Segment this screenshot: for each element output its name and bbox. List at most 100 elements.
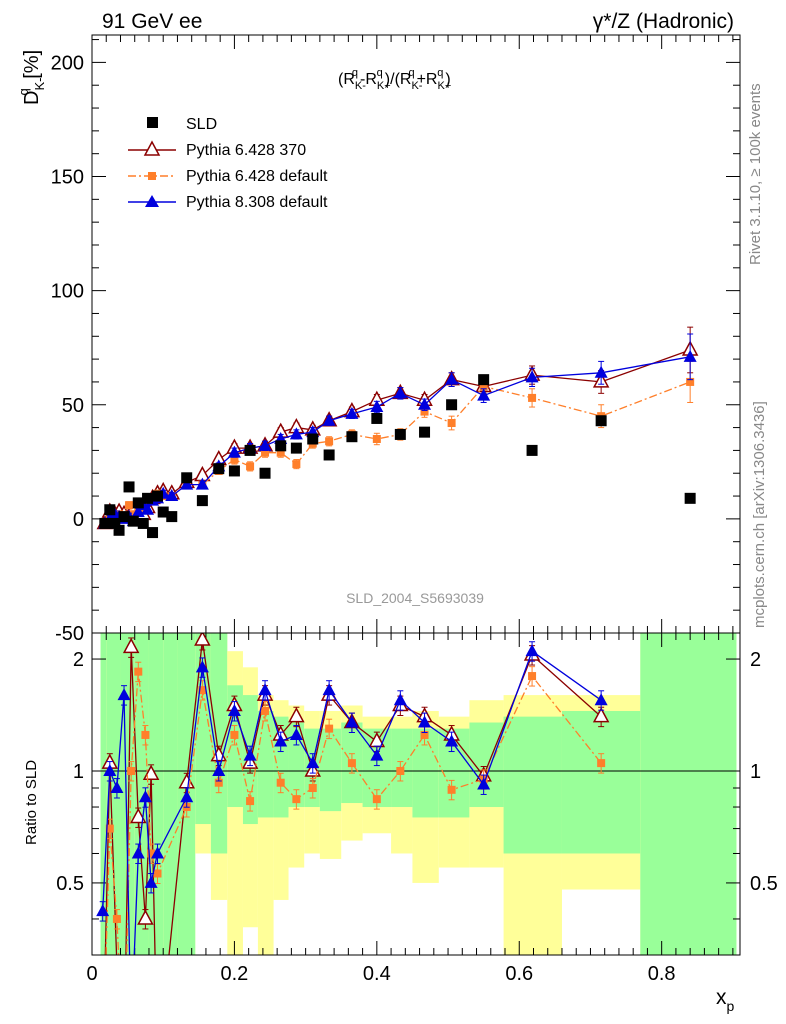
uncertainty-band-green (163, 633, 178, 955)
point-p6_def (686, 377, 695, 386)
point-p8_def (594, 365, 608, 378)
ratio-point-p8_def (103, 763, 117, 776)
point-data (104, 504, 116, 516)
uncertainty-band-green (561, 710, 641, 854)
point-data (478, 374, 490, 386)
formula-annotation: (RK-q -RK+q)/(RK-q +RK+q) (338, 67, 451, 92)
legend-marker-p6-370 (143, 140, 161, 156)
ratio-point-p8_def (274, 734, 288, 747)
point-p6_def (276, 448, 285, 457)
ratio-point-p8_def (151, 846, 165, 859)
point-data (127, 515, 139, 527)
point-p6_def (325, 437, 334, 446)
legend-marker-p6-def (148, 172, 156, 180)
point-data (371, 412, 383, 424)
point-p6_def (125, 501, 134, 510)
ratio-point-p6_def (597, 759, 606, 768)
uncertainty-band-green (134, 633, 149, 955)
ratio-point-p6_def (105, 824, 114, 833)
ratio-series-group (96, 633, 610, 955)
uncertainty-band-green (503, 716, 562, 854)
ratio-point-p6_def (147, 849, 156, 858)
ratio-y-tick-label-right: 0.5 (750, 873, 778, 895)
ratio-point-p6_def (372, 795, 381, 804)
uncertainty-band-green (288, 722, 305, 808)
ratio-point-p6_def (528, 672, 537, 681)
ratio-point-p6_def (141, 730, 150, 739)
point-data (157, 506, 169, 518)
legend-label-sld: SLD (186, 116, 217, 133)
point-data (446, 399, 458, 411)
point-data (526, 444, 538, 456)
main-series (96, 326, 699, 539)
y-tick-label: 50 (62, 395, 84, 417)
ratio-point-p8_def (306, 756, 320, 769)
ratio-axes: 0.5 0.5 1 1 2 2 0 0.2 0.4 0.6 0.8 (56, 633, 778, 985)
ratio-point-p6_370 (130, 807, 147, 824)
point-p8_def (525, 370, 539, 383)
point-p8_def (165, 489, 179, 502)
main-axes: -50 0 50 100 150 200 (51, 35, 740, 645)
uncertainty-band-green (100, 633, 107, 955)
point-data (213, 463, 225, 475)
ratio-point-p6_def (230, 730, 239, 739)
ratio-point-p6_370 (137, 909, 154, 925)
ratio-point-p8_def (258, 683, 272, 696)
point-p6_def (261, 448, 270, 457)
point-p8_def (418, 397, 432, 410)
point-data (228, 465, 240, 477)
x-tick-label: 0.6 (505, 963, 533, 985)
ratio-point-p8_def (144, 875, 158, 888)
point-data (196, 495, 208, 507)
ratio-point-p6_def (214, 778, 223, 787)
ratio-point-p8_def (195, 660, 209, 673)
legend-marker-p8-def (145, 195, 159, 207)
point-p8_def (227, 445, 241, 458)
ratio-point-p6_def (347, 759, 356, 768)
ratio-point-p8_def (96, 904, 110, 917)
point-p6_def (528, 393, 537, 402)
x-tick-label: 0.2 (221, 963, 249, 985)
uncertainty-band-green (106, 633, 121, 955)
ratio-point-p6_def (127, 766, 136, 775)
point-p8_def (683, 349, 697, 362)
point-data (419, 426, 431, 438)
ratio-y-axis-label: Ratio to SLD (23, 760, 40, 845)
point-data (394, 428, 406, 440)
ratio-point-p6_def (396, 766, 405, 775)
ratio-point-p8_def (138, 790, 152, 803)
point-data (346, 431, 358, 443)
point-data (181, 472, 193, 484)
legend-label-p6-def: Pythia 6.428 default (186, 168, 328, 185)
point-data (147, 527, 159, 539)
uncertainty-band-green (640, 633, 737, 955)
point-p8_def (393, 386, 407, 399)
ratio-point-p6_def (447, 785, 456, 794)
y-tick-label: 100 (51, 281, 84, 303)
point-data (323, 449, 335, 461)
rivet-label: Rivet 3.1.10, ≥ 100k events (747, 83, 764, 265)
point-p8_def (345, 406, 359, 419)
ratio-point-p8_def (289, 727, 303, 740)
uncertainty-band-green (319, 728, 342, 812)
uncertainty-band-green (195, 633, 211, 825)
x-tick-label: 0.4 (363, 963, 391, 985)
ratio-point-p6_def (198, 686, 207, 695)
point-data (99, 517, 111, 529)
analysis-watermark: SLD_2004_S5693039 (346, 590, 484, 606)
ratio-point-p8_def (322, 683, 336, 696)
ratio-point-p6_370 (194, 633, 211, 646)
point-p6_def (372, 434, 381, 443)
x-tick-label: 0.8 (648, 963, 676, 985)
y-tick-label: 0 (73, 509, 84, 531)
point-data (290, 442, 302, 454)
ratio-point-p8_def (180, 790, 194, 803)
point-p8_def (141, 502, 155, 515)
ratio-point-p8_def (117, 688, 131, 701)
point-p8_def (289, 427, 303, 440)
ratio-point-p6_370 (122, 637, 140, 654)
point-p8_def (180, 477, 194, 490)
point-data (152, 490, 164, 502)
y-axis-label: DK-q [%] (16, 50, 47, 105)
